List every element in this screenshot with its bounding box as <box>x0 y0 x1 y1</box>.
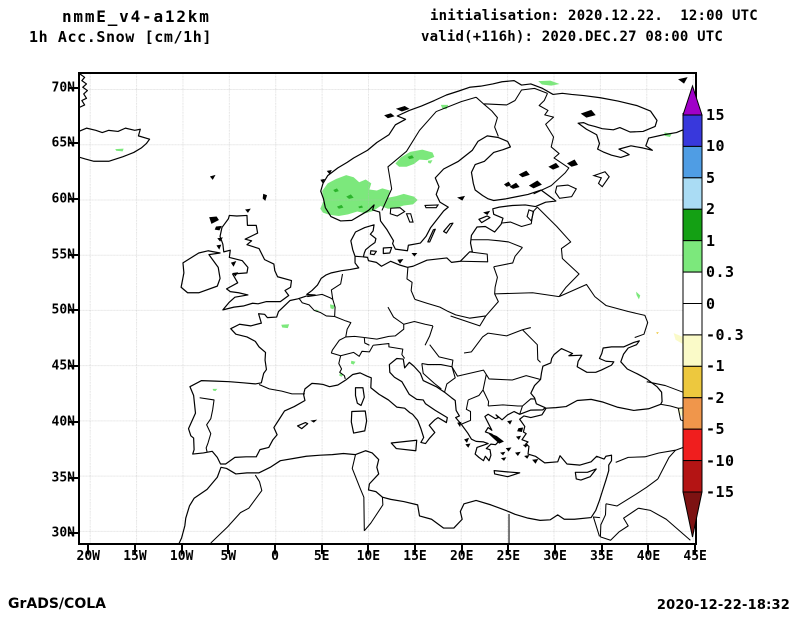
colorbar-tick-label: 15 <box>706 106 726 124</box>
lat-tick-label: 45N <box>51 358 75 374</box>
lat-tick <box>68 253 78 256</box>
coastlines <box>80 74 695 543</box>
lon-tick-label: 20W <box>76 549 100 564</box>
colorbar-tick-label: 0.3 <box>706 263 735 282</box>
lon-tick-label: 10W <box>169 549 194 564</box>
lat-tick <box>68 86 78 89</box>
lon-tick <box>320 545 323 554</box>
colorbar-tick-label: 0 <box>706 294 716 313</box>
lat-tick <box>68 532 78 535</box>
colorbar-tick-label: -15 <box>706 483 735 501</box>
lon-tick <box>180 545 183 554</box>
lon-tick-label: 0 <box>271 549 279 564</box>
lon-tick <box>133 545 136 554</box>
lon-tick-label: 30E <box>543 549 567 564</box>
lon-tick-label: 5W <box>220 549 237 564</box>
lon-tick <box>554 545 557 554</box>
lat-tick-label: 30N <box>51 525 75 541</box>
colorbar-tick-label: -1 <box>706 357 726 376</box>
lon-tick <box>507 545 510 554</box>
lakes <box>390 110 609 222</box>
grads-credit: GrADS/COLA <box>8 596 106 612</box>
valid-time-label: valid(+116h): 2020.DEC.27 08:00 UTC <box>421 29 724 45</box>
lon-tick <box>460 545 463 554</box>
colorbar-tick-label: 10 <box>706 137 726 156</box>
lon-tick-label: 5E <box>313 549 330 564</box>
variable-title: 1h Acc.Snow [cm/1h] <box>29 28 212 46</box>
lon-tick <box>414 545 417 554</box>
lon-tick-label: 20E <box>449 549 474 564</box>
lon-tick-label: 15E <box>403 549 427 564</box>
lon-tick-label: 45E <box>683 549 707 564</box>
colorbar-tick-label: 1 <box>706 231 716 250</box>
lon-tick <box>367 545 370 554</box>
colorbar-tick-label: 2 <box>706 200 716 219</box>
init-time-label: initialisation: 2020.12.22. 12:00 UTC <box>430 8 758 24</box>
colorbar-scale <box>682 84 703 538</box>
colorbar-tick-label: 5 <box>706 168 716 187</box>
lon-tick-label: 15W <box>123 549 147 564</box>
lat-tick-label: 60N <box>51 191 75 207</box>
lon-tick-label: 10E <box>356 549 381 564</box>
lat-tick-label: 65N <box>51 135 75 151</box>
lat-tick <box>68 420 78 423</box>
colorbar <box>680 80 710 540</box>
lat-tick <box>68 198 78 201</box>
colorbar-tick-label: -10 <box>706 451 735 470</box>
island-specks <box>210 78 687 463</box>
lat-tick <box>68 365 78 368</box>
colorbar-tick-label: -5 <box>706 420 726 439</box>
lon-tick-label: 35E <box>590 549 614 564</box>
lat-tick <box>68 142 78 145</box>
lat-tick-label: 35N <box>51 470 75 486</box>
lat-tick <box>68 309 78 312</box>
lon-tick <box>694 545 697 554</box>
lon-tick <box>273 545 276 554</box>
lat-tick <box>68 476 78 479</box>
lon-tick <box>227 545 230 554</box>
creation-timestamp: 2020-12-22-18:32 <box>656 598 790 613</box>
lat-tick-label: 70N <box>51 80 75 96</box>
map-gridlines <box>80 74 695 543</box>
lon-tick <box>87 545 90 554</box>
lat-tick-label: 55N <box>51 247 75 263</box>
map-frame <box>78 72 697 545</box>
lon-tick <box>600 545 603 554</box>
lat-tick-label: 50N <box>51 302 75 318</box>
lon-tick <box>647 545 650 554</box>
colorbar-tick-label: -2 <box>706 388 726 407</box>
lon-tick-label: 40E <box>636 549 661 564</box>
lon-tick-label: 25E <box>496 549 521 564</box>
lat-tick-label: 40N <box>51 414 75 430</box>
europe-map <box>80 74 695 543</box>
colorbar-tick-label: -0.3 <box>706 325 745 344</box>
model-title: nmmE_v4-a12km <box>62 7 211 26</box>
country-borders <box>200 88 695 543</box>
